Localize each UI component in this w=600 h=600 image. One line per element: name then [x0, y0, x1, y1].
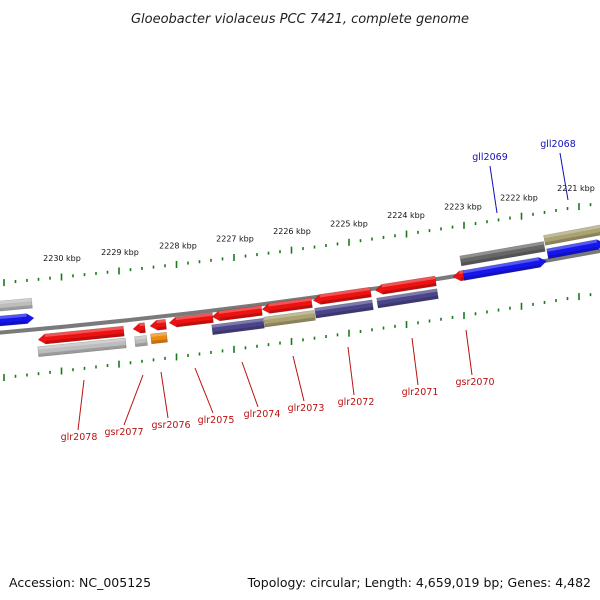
gene-grey-left-upper	[0, 297, 33, 313]
gene-label-gll2068: gll2068	[540, 139, 576, 150]
leader-line	[465, 329, 473, 376]
top-gene-labels: gll2069 gll2068	[472, 139, 576, 163]
scale-label: 2225 kbp	[330, 219, 368, 228]
gene-gll2068-upper	[543, 223, 600, 246]
scale-labels: 2230 kbp 2229 kbp 2228 kbp 2227 kbp 2226 kbp…	[43, 184, 595, 263]
outer-scale-ruler	[3, 203, 592, 287]
gene-gsr2077	[132, 322, 146, 334]
leader-line	[347, 346, 355, 396]
leader-line	[160, 371, 169, 419]
gene-label-gll2069: gll2069	[472, 152, 508, 163]
gene-label-glr2073: glr2073	[288, 403, 325, 414]
scale-label: 2229 kbp	[101, 248, 139, 257]
gene-glr2074	[211, 305, 263, 322]
scale-label: 2222 kbp	[500, 194, 538, 203]
genome-summary-text: Topology: circular; Length: 4,659,019 bp…	[247, 575, 591, 590]
gene-label-glr2071: glr2071	[402, 387, 439, 398]
leader-line	[77, 379, 85, 431]
scale-label: 2227 kbp	[216, 234, 254, 243]
gene-glr2075	[168, 312, 214, 328]
leader-line	[489, 165, 498, 214]
gene-label-gsr2077: gsr2077	[104, 427, 143, 438]
scale-label: 2230 kbp	[43, 254, 81, 263]
gene-glr2073	[261, 297, 313, 314]
bottom-gene-labels: glr2078 gsr2077 gsr2076 glr2075 glr2074 …	[61, 377, 495, 443]
gene-gll2068	[546, 239, 600, 260]
leader-line	[559, 152, 569, 201]
gene-gll2069	[462, 257, 547, 281]
gene-label-glr2072: glr2072	[338, 397, 375, 408]
gene-glr2071	[374, 275, 437, 295]
scale-label: 2221 kbp	[557, 184, 595, 193]
gene-blue-left-lower	[0, 313, 35, 328]
gene-label-glr2075: glr2075	[198, 415, 235, 426]
gene-glr2073-lower	[263, 309, 316, 328]
gene-gsr2077-lower	[134, 335, 148, 348]
leader-line	[194, 367, 214, 414]
accession-text: Accession: NC_005125	[9, 575, 152, 590]
scale-label: 2223 kbp	[444, 202, 482, 211]
gene-label-gsr2070: gsr2070	[455, 377, 494, 388]
leader-line	[411, 337, 419, 386]
leader-line	[123, 374, 144, 426]
label-leader-lines	[77, 152, 569, 431]
gene-glr2072	[312, 286, 372, 305]
gene-glr2072-lower	[314, 299, 374, 319]
gene-gll2069-upper	[459, 241, 546, 267]
map-title: Gloeobacter violaceus PCC 7421, complete…	[131, 12, 469, 27]
gene-gsr2076-lower	[150, 331, 168, 345]
gene-gsr2076	[149, 318, 167, 331]
inner-scale-ruler	[3, 293, 592, 382]
gene-label-glr2074: glr2074	[244, 409, 281, 420]
gene-glr2074-lower	[211, 317, 265, 336]
gene-glr2071-lower	[376, 288, 439, 309]
gene-label-gsr2076: gsr2076	[151, 420, 190, 431]
gene-glr2078	[37, 325, 125, 345]
gene-features	[0, 223, 600, 358]
gene-glr2078-lower	[37, 337, 127, 358]
leader-line	[292, 355, 305, 402]
scale-label: 2228 kbp	[159, 241, 197, 250]
scale-label: 2224 kbp	[387, 211, 425, 220]
leader-line	[241, 361, 259, 408]
gene-label-glr2078: glr2078	[61, 432, 98, 443]
scale-label: 2226 kbp	[273, 227, 311, 236]
